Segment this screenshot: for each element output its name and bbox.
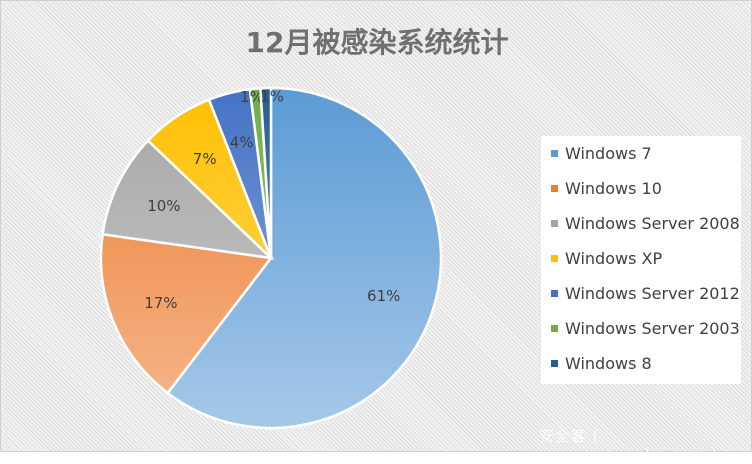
legend-item: Windows 8 <box>551 354 652 373</box>
legend-swatch <box>551 360 558 367</box>
pie-slice-windows-10 <box>99 232 274 395</box>
legend-item: Windows Server 2008 <box>551 214 740 233</box>
data-label: 17% <box>144 294 177 312</box>
legend-label: Windows Server 2008 <box>565 214 740 233</box>
legend-label: Windows 7 <box>565 144 652 163</box>
legend-swatch <box>551 325 558 332</box>
legend-swatch <box>551 220 558 227</box>
pie-slice-windows-7 <box>165 86 443 430</box>
pie-slice-windows-8 <box>259 86 273 259</box>
legend-item: Windows Server 2003 <box>551 319 740 338</box>
legend-label: Windows Server 2003 <box>565 319 740 338</box>
legend-item: Windows 10 <box>551 179 662 198</box>
chart-title: 12月被感染系统统计 <box>245 26 509 59</box>
legend-label: Windows Server 2012 <box>565 284 740 303</box>
legend-item: Windows Server 2012 <box>551 284 740 303</box>
chart-area: 12月被感染系统统计 61% 17% 10% 7% 4% 1% 1% Windows 7 Wi… <box>0 0 752 452</box>
watermark: 安全客 ( www.anquanke.com ) <box>539 427 719 464</box>
legend-swatch <box>551 185 558 192</box>
data-label: 1% <box>240 88 264 106</box>
legend-item: Windows XP <box>551 249 662 268</box>
legend: Windows 7 Windows 10 Windows Server 2008 Wi… <box>541 136 741 384</box>
legend-item: Windows 7 <box>551 144 652 163</box>
legend-swatch <box>551 255 558 262</box>
legend-label: Windows XP <box>565 249 663 268</box>
pie-slice-windows-server-2008 <box>101 138 275 260</box>
legend-swatch <box>551 150 558 157</box>
data-label: 1% <box>260 88 284 106</box>
data-label: 10% <box>147 197 180 215</box>
data-label: 7% <box>193 150 217 168</box>
data-label: 4% <box>230 134 254 152</box>
legend-label: Windows 10 <box>565 179 662 198</box>
pie-chart: 61% 17% 10% 7% 4% 1%1% <box>99 86 443 430</box>
legend-label: Windows 8 <box>565 354 652 373</box>
data-label: 61% <box>367 287 400 305</box>
legend-swatch <box>551 290 558 297</box>
